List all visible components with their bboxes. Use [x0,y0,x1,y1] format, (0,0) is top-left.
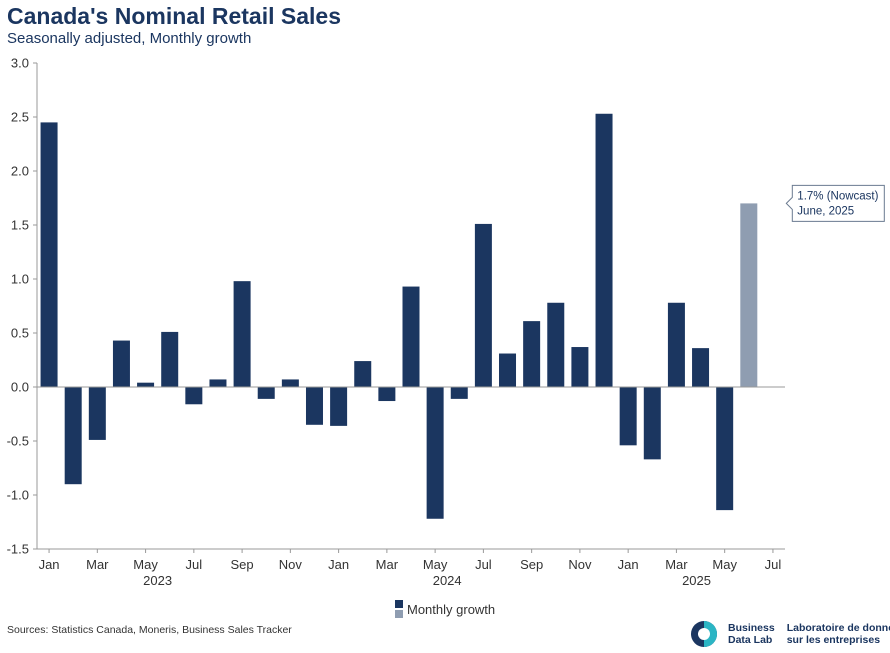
x-tick-label: Nov [568,557,592,572]
year-label: 2025 [682,573,711,588]
x-tick-label: Sep [231,557,254,572]
y-axis: 3.0 2.5 2.0 1.5 1.0 0.5 0.0 -0.5 -1.0 -1.5 [7,56,38,557]
x-tick-label: Nov [279,557,303,572]
bar [40,122,58,388]
bar [88,387,106,440]
bar [716,387,734,511]
x-tick-label: May [133,557,158,572]
x-tick-label: Jan [618,557,639,572]
y-tick-label: 2.5 [11,110,29,125]
chart-title: Canada's Nominal Retail Sales [7,3,341,29]
logo-text-en: Business Data Lab [728,622,775,646]
bar [257,387,275,399]
y-tick-label: -1.0 [7,488,29,503]
bar [281,379,299,387]
bar [692,348,710,387]
annotation-line2: June, 2025 [797,205,854,217]
year-label: 2023 [143,573,172,588]
y-tick-label: 3.0 [11,56,29,71]
bar [547,302,565,387]
y-tick-label: -1.5 [7,542,29,557]
y-tick-label: -0.5 [7,434,29,449]
legend-swatch [395,599,403,619]
logo-icon [691,621,717,647]
bar [305,387,323,425]
bar [595,113,613,387]
bar [643,387,661,460]
bars [37,113,785,519]
annotation-line1: 1.7% (Nowcast) [797,190,878,202]
business-data-lab-logo: Business Data Lab Laboratoire de données… [690,620,890,648]
logo-text-fr: Laboratoire de données sur les entrepris… [786,622,890,646]
bar [426,387,444,519]
bar [137,382,155,387]
bar [354,361,372,387]
bar-nowcast [740,203,758,387]
sources-note: Sources: Statistics Canada, Moneris, Bus… [7,624,292,636]
bar [161,331,179,387]
x-tick-label: Mar [86,557,109,572]
bar [185,387,203,405]
y-tick-label: 2.0 [11,164,29,179]
x-tick-label: Sep [520,557,543,572]
x-tick-label: Jul [186,557,203,572]
bar [402,286,420,387]
year-label: 2024 [433,573,462,588]
x-tick-label: Jan [39,557,60,572]
bar [112,340,130,387]
bar [499,353,517,387]
annotation-box [785,184,885,222]
y-tick-label: 0.0 [11,380,29,395]
bar [667,302,685,387]
bar [209,379,227,387]
y-tick-label: 0.5 [11,326,29,341]
bar [523,321,541,387]
legend: Monthly growth [395,599,495,619]
y-tick-label: 1.0 [11,272,29,287]
bar [571,347,589,387]
x-tick-label: Jul [765,557,782,572]
bar [450,387,468,399]
bar [64,387,82,485]
bar [474,223,492,387]
bar [378,387,396,402]
x-tick-label: Jul [475,557,492,572]
x-tick-label: Jan [328,557,349,572]
bar [233,281,251,387]
x-tick-label: May [712,557,737,572]
bar [330,387,348,426]
legend-label: Monthly growth [407,601,496,617]
y-tick-label: 1.5 [11,218,29,233]
bar [619,387,637,446]
x-axis: Jan Mar May Jul Sep Nov Jan Mar May Jul Sep Nov Jan M… [37,548,785,588]
nowcast-annotation: 1.7% (Nowcast) June, 2025 [785,184,885,222]
chart-subtitle: Seasonally adjusted, Monthly growth [7,30,252,47]
x-tick-label: Mar [665,557,688,572]
x-tick-label: May [423,557,448,572]
x-tick-label: Mar [376,557,399,572]
